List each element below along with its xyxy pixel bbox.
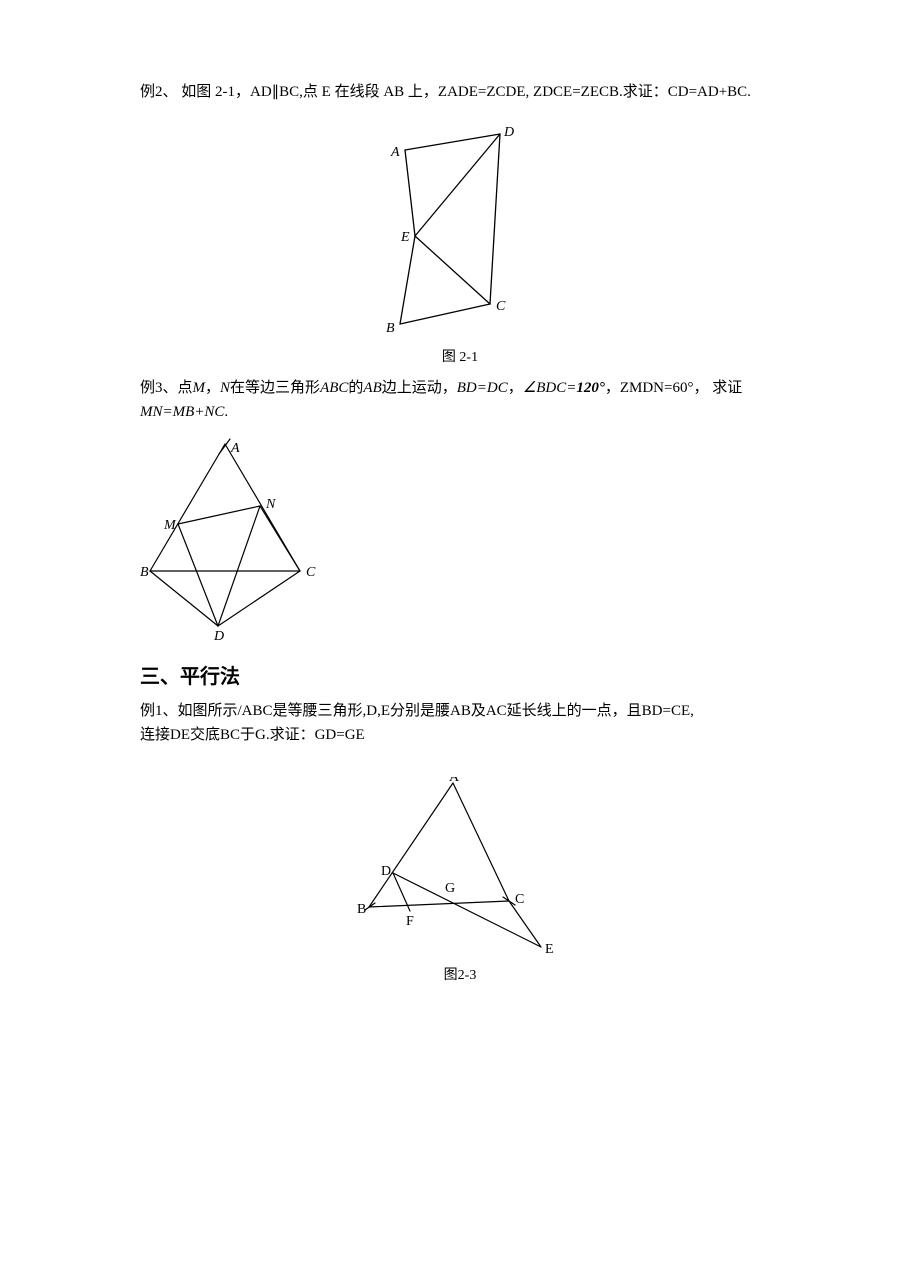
- figure-2-3-svg: A B C D E F G: [355, 777, 565, 957]
- ex3-m6: ，ZMDN=60°， 求证: [605, 380, 742, 396]
- example-2-content: 例2、 如图 2-1，AD∥BC,点 E 在线段 AB 上，ZADE=ZCDE,…: [140, 84, 751, 100]
- svg-text:D: D: [381, 864, 391, 879]
- ex3-p0: 例3、点: [140, 380, 193, 396]
- svg-text:A: A: [230, 441, 240, 456]
- ex3-m3: 的: [348, 380, 363, 396]
- ex3-120: 120°: [576, 380, 605, 396]
- svg-text:B: B: [386, 321, 395, 336]
- ex3-BDDC: BD=DC: [457, 380, 508, 396]
- svg-text:C: C: [496, 299, 506, 314]
- figure-2-1-wrap: A D E C B 图 2-1: [140, 124, 780, 366]
- ex3-AB: AB: [363, 380, 381, 396]
- svg-text:E: E: [400, 230, 410, 245]
- sec3-ex1-text: 例1、如图所示/ABC是等腰三角形,D,E分别是腰AB及AC延长线上的一点，且B…: [140, 699, 780, 747]
- ex3-ABC: ABC: [320, 380, 348, 396]
- ex3-BDC: ∠BDC=: [523, 380, 577, 396]
- ex3-m5: ，: [508, 380, 523, 396]
- figure-2-1-svg: A D E C B: [360, 124, 560, 339]
- svg-text:N: N: [265, 497, 276, 512]
- figure-ex3-svg: A B C D M N: [140, 436, 320, 641]
- ex3-suf: .: [224, 404, 228, 420]
- ex3-m2: 在等边三角形: [230, 380, 320, 396]
- sec3-ex1-line1: 例1、如图所示/ABC是等腰三角形,D,E分别是腰AB及AC延长线上的一点，且B…: [140, 703, 694, 719]
- example-3-text: 例3、点M，N在等边三角形ABC的AB边上运动，BD=DC，∠BDC=120°，…: [140, 376, 780, 424]
- svg-text:A: A: [449, 777, 460, 785]
- example-2-text: 例2、 如图 2-1，AD∥BC,点 E 在线段 AB 上，ZADE=ZCDE,…: [140, 80, 780, 104]
- svg-text:G: G: [445, 881, 455, 896]
- svg-text:C: C: [515, 892, 524, 907]
- svg-text:B: B: [140, 565, 149, 580]
- svg-text:M: M: [163, 518, 177, 533]
- svg-text:F: F: [406, 914, 414, 929]
- figure-2-3-wrap: A B C D E F G 图2-3: [140, 777, 780, 984]
- svg-text:A: A: [390, 145, 400, 160]
- svg-text:D: D: [213, 629, 224, 641]
- svg-text:E: E: [545, 942, 554, 957]
- figure-ex3-wrap: A B C D M N: [140, 436, 780, 646]
- ex3-m1: ，: [205, 380, 220, 396]
- figure-2-1-caption: 图 2-1: [140, 346, 780, 366]
- sec3-ex1-line2: 连接DE交底BC于G.求证：GD=GE: [140, 727, 365, 743]
- ex3-MN: MN=MB+NC: [140, 404, 224, 420]
- svg-text:C: C: [306, 565, 316, 580]
- ex3-m4: 边上运动，: [382, 380, 457, 396]
- svg-text:B: B: [357, 902, 366, 917]
- figure-2-3-caption: 图2-3: [140, 964, 780, 984]
- section-3-heading: 三、平行法: [140, 660, 780, 689]
- ex3-M: M: [193, 380, 206, 396]
- svg-text:D: D: [503, 125, 514, 140]
- ex3-N: N: [220, 380, 230, 396]
